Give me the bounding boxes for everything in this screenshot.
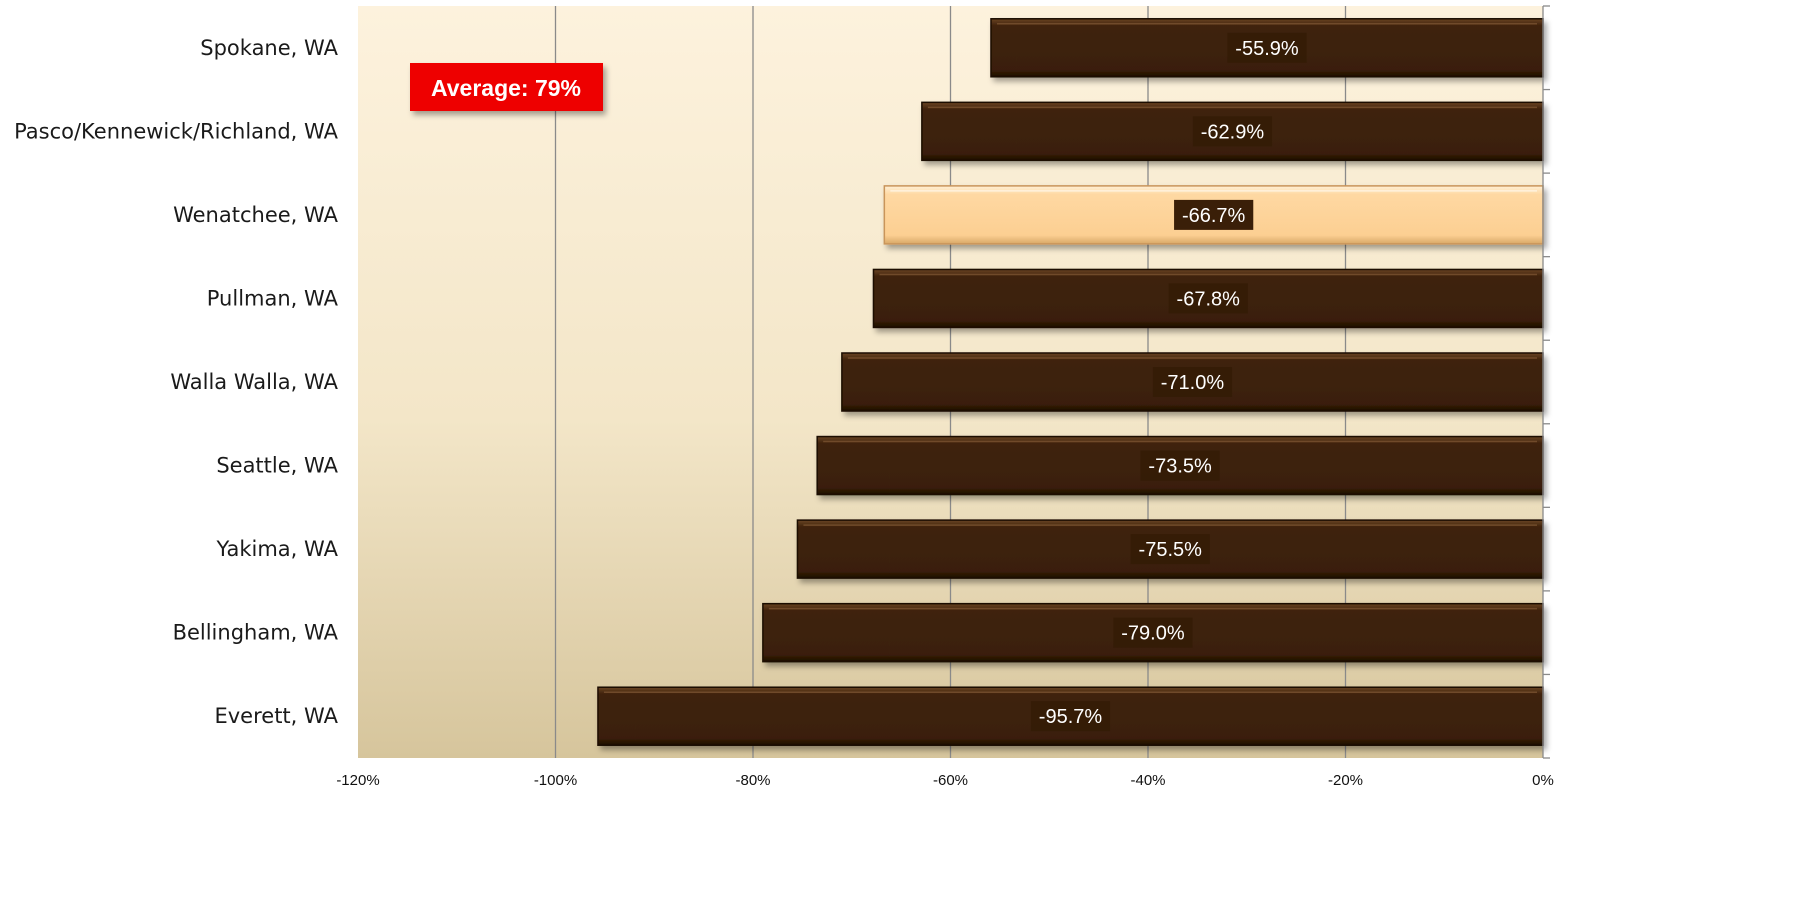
x-tick-label: -80% — [735, 772, 770, 789]
data-label: -66.7% — [1182, 205, 1246, 227]
bar-group: -62.9% — [921, 101, 1544, 162]
bar-group: -73.5% — [816, 435, 1544, 496]
data-label-bg — [1130, 534, 1210, 565]
x-tick-label: 0% — [1532, 772, 1554, 789]
data-label: -79.0% — [1121, 623, 1185, 645]
data-label-bg — [1152, 367, 1233, 397]
x-tick-label: -20% — [1328, 772, 1363, 789]
data-label: -67.8% — [1177, 288, 1241, 310]
data-label: -55.9% — [1235, 38, 1299, 60]
data-label-bg — [1192, 116, 1273, 147]
data-label: -95.7% — [1039, 706, 1103, 728]
data-label: -71.0% — [1161, 372, 1225, 394]
bar-group: -79.0% — [762, 602, 1544, 663]
average-annotation-box — [410, 63, 603, 111]
data-label: -75.5% — [1139, 539, 1203, 561]
category-label: Yakima, WA — [216, 537, 339, 561]
category-label: Wenatchee, WA — [173, 203, 339, 227]
bar-group: -55.9% — [990, 18, 1544, 78]
data-label-bg — [1030, 701, 1111, 732]
bar-group: -75.5% — [796, 519, 1544, 579]
category-label: Everett, WA — [214, 704, 338, 728]
category-label: Seattle, WA — [216, 454, 338, 478]
category-label: Pasco/Kennewick/Richland, WA — [14, 119, 339, 143]
category-label: Walla Walla, WA — [170, 370, 338, 394]
average-annotation-text: Average: 79% — [431, 75, 581, 101]
x-tick-label: -40% — [1130, 772, 1165, 789]
data-label: -62.9% — [1201, 121, 1265, 143]
bar-group: -71.0% — [841, 352, 1544, 412]
x-tick-label: -120% — [336, 772, 379, 789]
x-tick-label: -100% — [534, 772, 577, 789]
data-label-bg — [1140, 450, 1220, 481]
bar-group: -95.7% — [597, 686, 1544, 746]
bar-group: -67.8% — [872, 268, 1544, 329]
average-annotation: Average: 79% — [410, 63, 603, 111]
bar-group: -66.7% — [883, 185, 1544, 245]
x-tick-label: -60% — [933, 772, 968, 789]
data-label-bg — [1227, 32, 1307, 63]
data-label: -73.5% — [1148, 456, 1212, 478]
category-label: Pullman, WA — [207, 286, 339, 310]
data-label-bg — [1174, 199, 1254, 230]
category-label: Spokane, WA — [200, 36, 338, 60]
data-label-bg — [1168, 283, 1248, 314]
category-label: Bellingham, WA — [173, 621, 339, 645]
data-label-bg — [1113, 617, 1193, 648]
